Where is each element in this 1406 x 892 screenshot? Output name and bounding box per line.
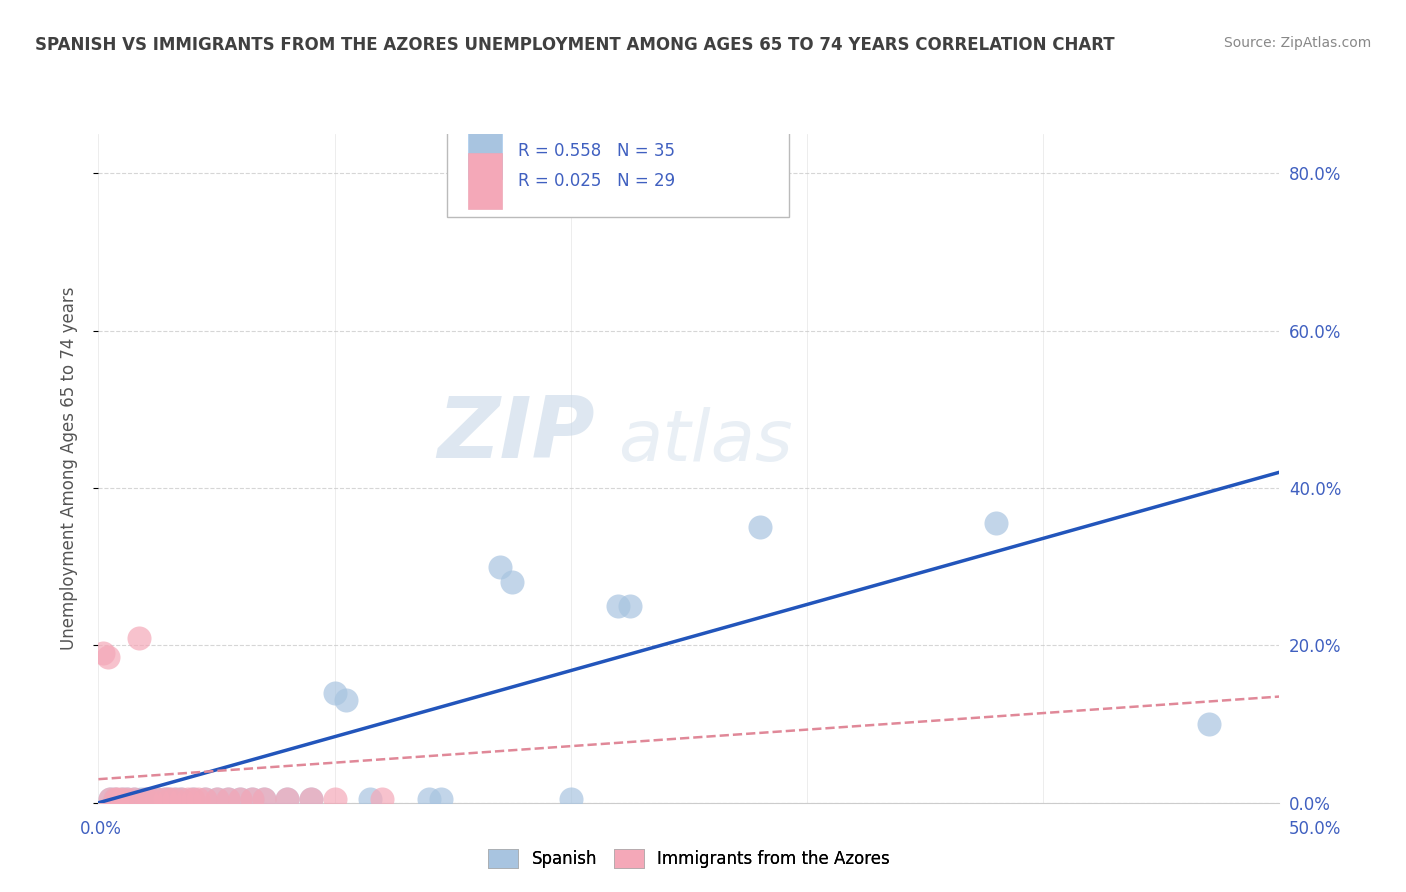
Point bbox=[560, 792, 582, 806]
Point bbox=[276, 792, 298, 806]
Point bbox=[335, 693, 357, 707]
Text: R = 0.025   N = 29: R = 0.025 N = 29 bbox=[517, 171, 675, 190]
Point bbox=[128, 631, 150, 645]
Point bbox=[146, 792, 169, 806]
Point bbox=[181, 792, 204, 806]
Point bbox=[98, 792, 121, 806]
Point bbox=[139, 792, 162, 806]
FancyBboxPatch shape bbox=[468, 122, 502, 178]
Point bbox=[111, 792, 134, 806]
Point bbox=[430, 792, 453, 806]
Point bbox=[177, 792, 200, 806]
Point bbox=[157, 792, 180, 806]
Point bbox=[122, 792, 145, 806]
Point bbox=[229, 792, 252, 806]
Point bbox=[205, 792, 228, 806]
Point bbox=[607, 599, 630, 613]
Point bbox=[170, 792, 193, 806]
Point bbox=[276, 792, 298, 806]
Point bbox=[194, 792, 217, 806]
Point bbox=[501, 575, 523, 590]
Text: R = 0.558   N = 35: R = 0.558 N = 35 bbox=[517, 142, 675, 160]
Text: 50.0%: 50.0% bbox=[1288, 820, 1341, 838]
Point bbox=[299, 792, 322, 806]
FancyBboxPatch shape bbox=[447, 130, 789, 218]
Point bbox=[115, 792, 138, 806]
Point bbox=[984, 516, 1007, 531]
Point bbox=[129, 792, 152, 806]
Point bbox=[194, 792, 217, 806]
Point bbox=[104, 792, 127, 806]
Point bbox=[165, 792, 187, 806]
Point bbox=[139, 792, 162, 806]
FancyBboxPatch shape bbox=[468, 153, 502, 209]
Point bbox=[619, 599, 641, 613]
Point bbox=[135, 792, 157, 806]
Point bbox=[104, 792, 127, 806]
Text: SPANISH VS IMMIGRANTS FROM THE AZORES UNEMPLOYMENT AMONG AGES 65 TO 74 YEARS COR: SPANISH VS IMMIGRANTS FROM THE AZORES UN… bbox=[35, 36, 1115, 54]
Point bbox=[97, 650, 120, 665]
Point bbox=[170, 792, 193, 806]
Y-axis label: Unemployment Among Ages 65 to 74 years: Unemployment Among Ages 65 to 74 years bbox=[59, 286, 77, 650]
Point bbox=[229, 792, 252, 806]
Point bbox=[748, 520, 770, 534]
Point bbox=[1198, 717, 1220, 731]
Point bbox=[135, 792, 157, 806]
Point bbox=[157, 792, 180, 806]
Point bbox=[122, 792, 145, 806]
Point bbox=[418, 792, 440, 806]
Point bbox=[111, 792, 134, 806]
Text: 0.0%: 0.0% bbox=[80, 820, 122, 838]
Point bbox=[323, 792, 346, 806]
Point bbox=[217, 792, 239, 806]
Point bbox=[217, 792, 239, 806]
Point bbox=[115, 792, 138, 806]
Point bbox=[240, 792, 263, 806]
Point bbox=[205, 792, 228, 806]
Point bbox=[146, 792, 169, 806]
Point bbox=[371, 792, 394, 806]
Point bbox=[163, 792, 186, 806]
Point bbox=[181, 792, 204, 806]
Point bbox=[105, 792, 128, 806]
Point bbox=[253, 792, 276, 806]
Point bbox=[91, 646, 114, 660]
Legend: Spanish, Immigrants from the Azores: Spanish, Immigrants from the Azores bbox=[481, 842, 897, 875]
Text: ZIP: ZIP bbox=[437, 393, 595, 476]
Point bbox=[187, 792, 209, 806]
Point bbox=[153, 792, 176, 806]
Point bbox=[153, 792, 176, 806]
Point bbox=[98, 792, 121, 806]
Text: atlas: atlas bbox=[619, 407, 793, 476]
Point bbox=[323, 685, 346, 699]
Point bbox=[253, 792, 276, 806]
Point bbox=[240, 792, 263, 806]
Point bbox=[299, 792, 322, 806]
Point bbox=[359, 792, 381, 806]
Point bbox=[489, 559, 512, 574]
Text: Source: ZipAtlas.com: Source: ZipAtlas.com bbox=[1223, 36, 1371, 50]
